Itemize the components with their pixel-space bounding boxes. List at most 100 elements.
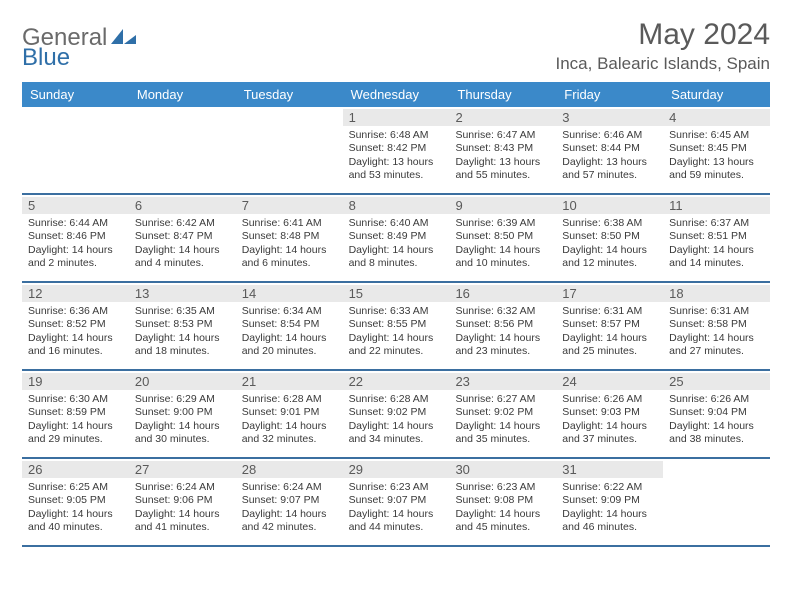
- day-number: 31: [556, 461, 663, 478]
- day-dl2: and 20 minutes.: [242, 345, 337, 358]
- day-dl2: and 6 minutes.: [242, 257, 337, 270]
- day-dl2: and 32 minutes.: [242, 433, 337, 446]
- day-dl2: and 10 minutes.: [455, 257, 550, 270]
- day-ss: Sunset: 8:45 PM: [669, 142, 764, 155]
- day-sr: Sunrise: 6:27 AM: [455, 393, 550, 406]
- page-header: General May 2024 Inca, Balearic Islands,…: [22, 18, 770, 74]
- day-sr: Sunrise: 6:47 AM: [455, 129, 550, 142]
- day-sr: Sunrise: 6:38 AM: [562, 217, 657, 230]
- day-sr: Sunrise: 6:31 AM: [562, 305, 657, 318]
- day-number: 30: [449, 461, 556, 478]
- day-sr: Sunrise: 6:32 AM: [455, 305, 550, 318]
- day-cell: 16 Sunrise: 6:32 AMSunset: 8:56 PMDayligh…: [449, 283, 556, 369]
- day-sr: Sunrise: 6:35 AM: [135, 305, 230, 318]
- day-number: 20: [129, 373, 236, 390]
- day-dl1: Daylight: 14 hours: [135, 332, 230, 345]
- day-cell: 31 Sunrise: 6:22 AMSunset: 9:09 PMDayligh…: [556, 459, 663, 545]
- day-number: 12: [22, 285, 129, 302]
- day-ss: Sunset: 8:49 PM: [349, 230, 444, 243]
- day-sr: Sunrise: 6:42 AM: [135, 217, 230, 230]
- day-sr: Sunrise: 6:40 AM: [349, 217, 444, 230]
- day-cell: 10Sunrise: 6:38 AMSunset: 8:50 PMDayligh…: [556, 195, 663, 281]
- day-cell: [236, 107, 343, 193]
- day-ss: Sunset: 9:07 PM: [242, 494, 337, 507]
- day-dl1: Daylight: 13 hours: [455, 156, 550, 169]
- day-ss: Sunset: 9:00 PM: [135, 406, 230, 419]
- day-sr: Sunrise: 6:41 AM: [242, 217, 337, 230]
- day-dl1: Daylight: 14 hours: [455, 420, 550, 433]
- day-sr: Sunrise: 6:23 AM: [455, 481, 550, 494]
- day-ss: Sunset: 8:42 PM: [349, 142, 444, 155]
- day-details: Sunrise: 6:41 AMSunset: 8:48 PMDaylight:…: [242, 217, 337, 271]
- day-sr: Sunrise: 6:33 AM: [349, 305, 444, 318]
- day-dl1: Daylight: 14 hours: [242, 420, 337, 433]
- day-dl1: Daylight: 14 hours: [28, 420, 123, 433]
- day-cell: 24 Sunrise: 6:26 AMSunset: 9:03 PMDayligh…: [556, 371, 663, 457]
- day-sr: Sunrise: 6:22 AM: [562, 481, 657, 494]
- day-ss: Sunset: 8:50 PM: [562, 230, 657, 243]
- day-details: Sunrise: 6:40 AMSunset: 8:49 PMDaylight:…: [349, 217, 444, 271]
- day-number: 13: [129, 285, 236, 302]
- day-number: 4: [663, 109, 770, 126]
- day-details: Sunrise: 6:47 AMSunset: 8:43 PMDaylight:…: [455, 129, 550, 183]
- day-dl1: Daylight: 14 hours: [562, 244, 657, 257]
- day-details: Sunrise: 6:26 AMSunset: 9:04 PMDaylight:…: [669, 393, 764, 447]
- day-cell: 2Sunrise: 6:47 AMSunset: 8:43 PMDaylight…: [449, 107, 556, 193]
- day-dl1: Daylight: 14 hours: [349, 508, 444, 521]
- day-dl1: Daylight: 14 hours: [28, 244, 123, 257]
- day-dl2: and 41 minutes.: [135, 521, 230, 534]
- day-dl1: Daylight: 14 hours: [135, 244, 230, 257]
- month-title: May 2024: [555, 18, 770, 52]
- day-dl2: and 55 minutes.: [455, 169, 550, 182]
- day-dl2: and 42 minutes.: [242, 521, 337, 534]
- day-cell: [22, 107, 129, 193]
- day-ss: Sunset: 8:52 PM: [28, 318, 123, 331]
- day-details: Sunrise: 6:34 AMSunset: 8:54 PMDaylight:…: [242, 305, 337, 359]
- day-details: Sunrise: 6:31 AMSunset: 8:58 PMDaylight:…: [669, 305, 764, 359]
- day-cell: [663, 459, 770, 545]
- day-details: Sunrise: 6:29 AMSunset: 9:00 PMDaylight:…: [135, 393, 230, 447]
- day-details: Sunrise: 6:32 AMSunset: 8:56 PMDaylight:…: [455, 305, 550, 359]
- day-dl1: Daylight: 14 hours: [349, 332, 444, 345]
- day-ss: Sunset: 8:54 PM: [242, 318, 337, 331]
- weekday-header: Saturday: [663, 82, 770, 107]
- day-dl1: Daylight: 14 hours: [135, 420, 230, 433]
- day-dl2: and 2 minutes.: [28, 257, 123, 270]
- brand-word-2: Blue: [22, 44, 70, 72]
- day-details: Sunrise: 6:36 AMSunset: 8:52 PMDaylight:…: [28, 305, 123, 359]
- day-number: 25: [663, 373, 770, 390]
- day-dl2: and 25 minutes.: [562, 345, 657, 358]
- day-dl1: Daylight: 13 hours: [669, 156, 764, 169]
- day-ss: Sunset: 9:06 PM: [135, 494, 230, 507]
- day-details: Sunrise: 6:25 AMSunset: 9:05 PMDaylight:…: [28, 481, 123, 535]
- day-details: Sunrise: 6:23 AMSunset: 9:08 PMDaylight:…: [455, 481, 550, 535]
- day-number: 17: [556, 285, 663, 302]
- weekday-header: Thursday: [449, 82, 556, 107]
- weeks-container: 1Sunrise: 6:48 AMSunset: 8:42 PMDaylight…: [22, 107, 770, 547]
- day-details: Sunrise: 6:39 AMSunset: 8:50 PMDaylight:…: [455, 217, 550, 271]
- day-ss: Sunset: 9:08 PM: [455, 494, 550, 507]
- day-ss: Sunset: 8:58 PM: [669, 318, 764, 331]
- day-dl1: Daylight: 14 hours: [28, 332, 123, 345]
- day-sr: Sunrise: 6:45 AM: [669, 129, 764, 142]
- day-ss: Sunset: 9:04 PM: [669, 406, 764, 419]
- day-cell: 3Sunrise: 6:46 AMSunset: 8:44 PMDaylight…: [556, 107, 663, 193]
- day-dl1: Daylight: 14 hours: [669, 332, 764, 345]
- day-dl1: Daylight: 14 hours: [562, 420, 657, 433]
- day-dl2: and 23 minutes.: [455, 345, 550, 358]
- day-cell: 4 Sunrise: 6:45 AMSunset: 8:45 PMDaylight…: [663, 107, 770, 193]
- day-number: 24: [556, 373, 663, 390]
- day-number: 8: [343, 197, 450, 214]
- day-dl2: and 37 minutes.: [562, 433, 657, 446]
- day-number: 1: [343, 109, 450, 126]
- day-number: 22: [343, 373, 450, 390]
- day-dl2: and 22 minutes.: [349, 345, 444, 358]
- day-sr: Sunrise: 6:44 AM: [28, 217, 123, 230]
- day-details: Sunrise: 6:22 AMSunset: 9:09 PMDaylight:…: [562, 481, 657, 535]
- day-sr: Sunrise: 6:46 AM: [562, 129, 657, 142]
- day-details: Sunrise: 6:26 AMSunset: 9:03 PMDaylight:…: [562, 393, 657, 447]
- day-cell: 17Sunrise: 6:31 AMSunset: 8:57 PMDayligh…: [556, 283, 663, 369]
- day-dl2: and 34 minutes.: [349, 433, 444, 446]
- day-number: 16: [449, 285, 556, 302]
- day-dl1: Daylight: 14 hours: [242, 244, 337, 257]
